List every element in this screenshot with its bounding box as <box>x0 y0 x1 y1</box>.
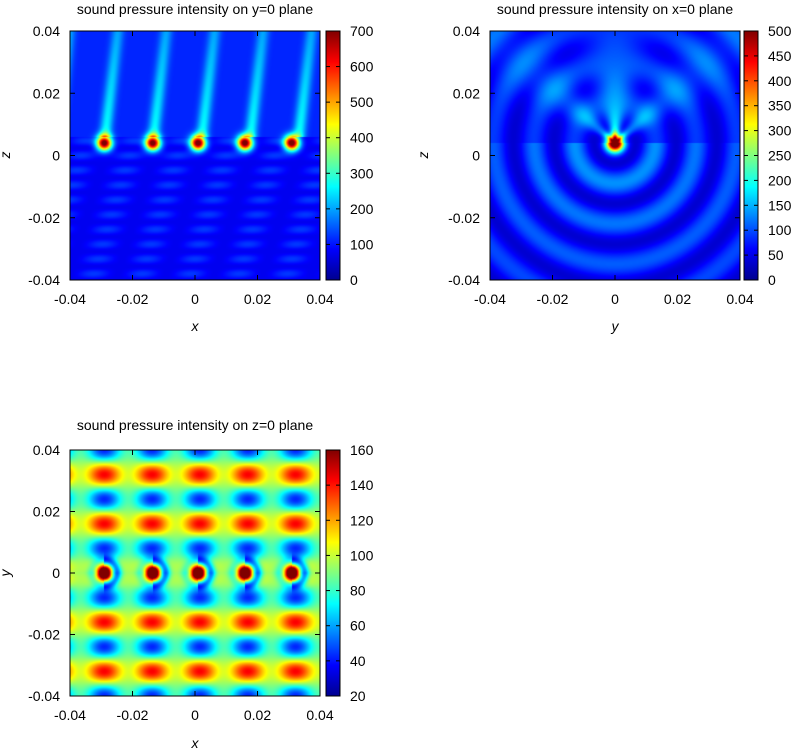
colorbar-tick-label: 600 <box>350 59 374 75</box>
x-tick-label: -0.04 <box>474 291 506 307</box>
x-tick-label: 0.04 <box>726 291 753 307</box>
y-tick-label: 0.04 <box>33 442 60 458</box>
colorbar-tick-label: 250 <box>768 148 792 164</box>
colorbar-tick-label: 0 <box>350 272 358 288</box>
x-ticks: -0.04 -0.02 0 0.02 0.04 <box>474 31 754 307</box>
colorbar-tick-label: 700 <box>350 23 374 39</box>
y-tick-label: -0.02 <box>28 627 60 643</box>
colorbar-tick-label: 60 <box>350 618 366 634</box>
y-axis-label: y <box>0 569 13 578</box>
heatmap-canvas <box>70 450 320 696</box>
x-tick-label: 0.02 <box>244 707 271 723</box>
y-tick-label: 0.02 <box>33 85 60 101</box>
colorbar <box>325 449 341 697</box>
y-tick-label: 0.02 <box>453 85 480 101</box>
x-tick-label: -0.02 <box>117 291 149 307</box>
x-axis-label: x <box>191 318 200 334</box>
x-axis-label: x <box>191 735 200 751</box>
colorbar-tick-label: 80 <box>350 583 366 599</box>
y-tick-label: -0.04 <box>28 272 60 288</box>
y-ticks: 0.04 0.02 0 -0.02 -0.04 <box>28 23 320 288</box>
y-tick-label: -0.04 <box>28 688 60 704</box>
x-tick-label: 0.04 <box>306 707 333 723</box>
y-ticks: 0.04 0.02 0 -0.02 -0.04 <box>448 23 740 288</box>
x-tick-label: 0 <box>191 707 199 723</box>
y-tick-label: 0 <box>52 148 60 164</box>
heatmap-canvas <box>70 31 320 280</box>
colorbar-tick-label: 160 <box>350 442 374 458</box>
colorbar-tick-label: 500 <box>350 94 374 110</box>
panel-title: sound pressure intensity on y=0 plane <box>77 1 313 17</box>
heatmap-canvas <box>490 31 740 280</box>
colorbar-tick-label: 120 <box>350 512 374 528</box>
x-tick-label: 0.02 <box>664 291 691 307</box>
panel-y0-plane: sound pressure intensity on y=0 plane -0… <box>0 1 374 334</box>
panel-title: sound pressure intensity on x=0 plane <box>497 1 733 17</box>
y-tick-label: -0.02 <box>448 210 480 226</box>
x-tick-label: -0.02 <box>537 291 569 307</box>
colorbar-tick-label: 400 <box>350 130 374 146</box>
colorbar-tick-label: 200 <box>768 172 792 188</box>
colorbar-tick-label: 50 <box>768 247 784 263</box>
x-tick-label: 0 <box>191 291 199 307</box>
colorbar-tick-label: 500 <box>768 23 792 39</box>
colorbar-ticks: 700 600 500 400 300 200 100 0 <box>326 23 374 288</box>
x-axis-label: y <box>611 318 620 334</box>
colorbar-tick-label: 300 <box>768 123 792 139</box>
y-axis-label: z <box>415 152 431 160</box>
colorbar <box>325 30 341 281</box>
colorbar-tick-label: 400 <box>768 73 792 89</box>
y-tick-label: 0 <box>472 148 480 164</box>
colorbar-tick-label: 300 <box>350 165 374 181</box>
heatmap-image <box>70 31 320 280</box>
colorbar-tick-label: 40 <box>350 653 366 669</box>
y-tick-label: 0.04 <box>453 23 480 39</box>
x-tick-label: 0.04 <box>306 291 333 307</box>
colorbar-tick-label: 0 <box>768 272 776 288</box>
y-ticks: 0.04 0.02 0 -0.02 -0.04 <box>28 442 320 704</box>
panel-z0-plane: sound pressure intensity on z=0 plane -0… <box>0 417 374 751</box>
colorbar-tick-label: 100 <box>350 236 374 252</box>
colorbar-tick-label: 450 <box>768 48 792 64</box>
y-tick-label: -0.02 <box>28 210 60 226</box>
heatmap-image <box>70 450 320 696</box>
x-ticks: -0.04 -0.02 0 0.02 0.04 <box>54 31 334 307</box>
colorbar-tick-label: 100 <box>768 222 792 238</box>
x-tick-label: -0.04 <box>54 291 86 307</box>
y-tick-label: 0.04 <box>33 23 60 39</box>
heatmap-image <box>490 31 740 280</box>
y-tick-label: 0.02 <box>33 504 60 520</box>
panel-title: sound pressure intensity on z=0 plane <box>77 417 313 433</box>
colorbar-tick-label: 200 <box>350 201 374 217</box>
y-tick-label: -0.04 <box>448 272 480 288</box>
x-tick-label: -0.02 <box>117 707 149 723</box>
x-ticks: -0.04 -0.02 0 0.02 0.04 <box>54 450 334 723</box>
colorbar-tick-label: 350 <box>768 98 792 114</box>
colorbar-tick-label: 150 <box>768 197 792 213</box>
colorbar-ticks: 160 140 120 100 80 60 40 20 <box>326 442 374 704</box>
panel-x0-plane: sound pressure intensity on x=0 plane -0… <box>415 1 792 334</box>
colorbar-tick-label: 140 <box>350 477 374 493</box>
colorbar-tick-label: 20 <box>350 688 366 704</box>
y-axis-label: z <box>0 152 13 160</box>
x-tick-label: 0 <box>611 291 619 307</box>
x-tick-label: -0.04 <box>54 707 86 723</box>
colorbar-tick-label: 100 <box>350 547 374 563</box>
x-tick-label: 0.02 <box>244 291 271 307</box>
y-tick-label: 0 <box>52 565 60 581</box>
